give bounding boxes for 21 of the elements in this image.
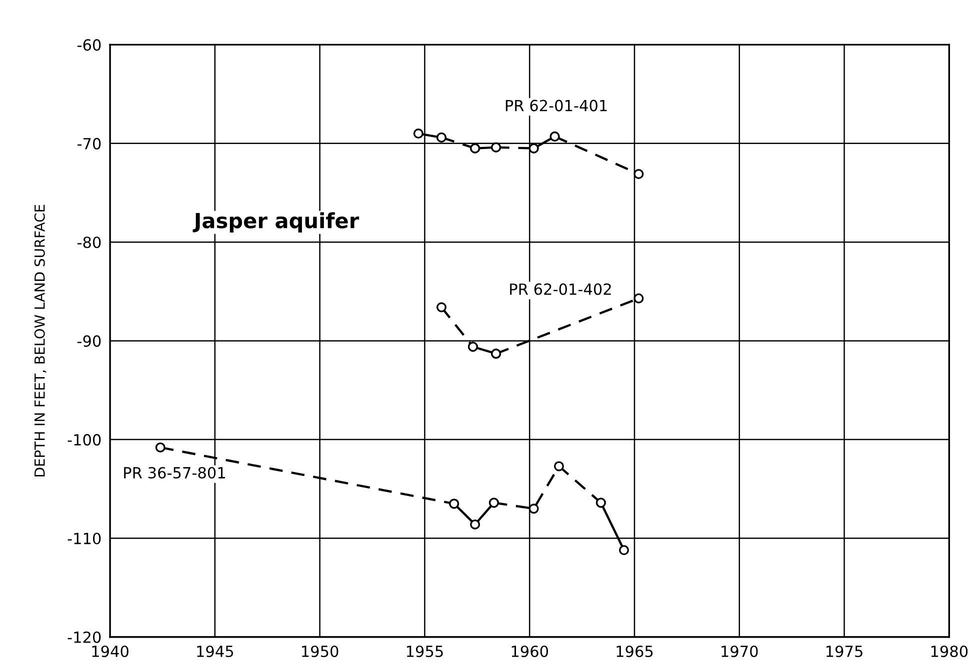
annotation: PR 62-01-402 — [510, 283, 611, 295]
x-tick-label: 1955 — [406, 646, 443, 658]
y-tick-label: -70 — [77, 138, 101, 150]
y-tick-label: -60 — [77, 39, 101, 51]
x-tick-label: 1950 — [302, 646, 338, 658]
x-tick-label: 1975 — [826, 646, 862, 658]
annotation: PR 36-57-801 — [124, 466, 225, 479]
annotation: Jasper aquifer — [192, 212, 360, 232]
y-tick-label: -90 — [77, 335, 101, 347]
y-tick-label: -110 — [68, 532, 101, 544]
y-axis-title: DEPTH IN FEET, BELOW LAND SURFACE — [34, 204, 46, 476]
x-tick-label: 1970 — [722, 646, 758, 658]
annotation: PR 62-01-401 — [506, 100, 607, 112]
x-tick-label: 1940 — [92, 646, 128, 658]
x-tick-label: 1960 — [512, 646, 548, 658]
x-tick-label: 1965 — [616, 646, 653, 658]
y-tick-label: -80 — [77, 236, 101, 248]
x-tick-label: 1980 — [931, 646, 968, 658]
y-tick-label: -100 — [68, 434, 101, 446]
x-tick-label: 1945 — [197, 646, 234, 658]
y-tick-label: -120 — [68, 631, 101, 644]
